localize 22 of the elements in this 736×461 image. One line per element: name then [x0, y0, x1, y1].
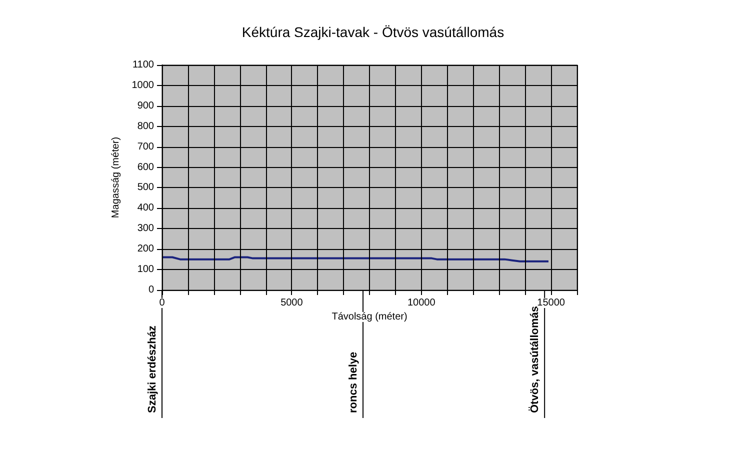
- y-tick-label: 600: [137, 162, 154, 173]
- x-tick-label: 15000: [537, 298, 566, 308]
- y-tick-label: 500: [137, 182, 154, 194]
- y-tick-label: 800: [137, 120, 154, 132]
- y-tick-label: 1000: [132, 80, 154, 91]
- y-tick-label: 700: [137, 141, 154, 152]
- x-tick-label: 5000: [280, 298, 304, 308]
- ref-line-label: Szajki erdészház: [146, 325, 158, 413]
- y-axis-title: Magasság (méter): [110, 136, 122, 218]
- ref-line-label: Ötvös, vasútállomás: [528, 306, 542, 413]
- y-tick-label: 100: [137, 264, 154, 276]
- x-tick-label: 10000: [407, 298, 436, 308]
- y-tick-label: 900: [137, 100, 154, 112]
- y-tick-label: 1100: [132, 60, 154, 70]
- x-tick-label: 0: [159, 298, 166, 308]
- y-tick-label: 400: [137, 202, 154, 214]
- ref-line-label: roncs helye: [348, 352, 360, 413]
- x-axis-title: Távolság (méter): [332, 312, 408, 322]
- y-tick-label: 300: [137, 223, 154, 234]
- y-tick-label: 0: [148, 284, 154, 296]
- y-tick-label: 200: [137, 244, 154, 255]
- chart-title: Kéktúra Szajki-tavak - Ötvös vasútállomás: [242, 24, 504, 40]
